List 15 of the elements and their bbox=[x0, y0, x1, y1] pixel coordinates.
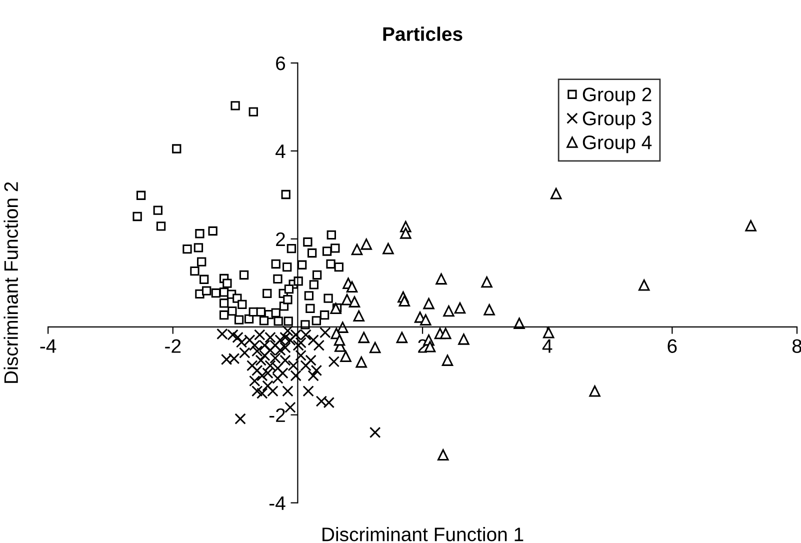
x-tick-label: 4 bbox=[542, 339, 552, 353]
chart-title: Particles bbox=[383, 26, 462, 41]
y-tick-label: 6 bbox=[276, 56, 286, 70]
x-axis-title: Discriminant Function 1 bbox=[322, 527, 524, 542]
legend-label: Group 3 bbox=[582, 112, 652, 130]
x-tick-label: -4 bbox=[40, 339, 56, 353]
y-tick-label: -4 bbox=[269, 496, 286, 510]
legend-label: Group 2 bbox=[582, 88, 652, 106]
x-tick-label: 6 bbox=[668, 339, 677, 353]
y-tick-label: 4 bbox=[276, 144, 286, 158]
x-tick-label: -2 bbox=[165, 339, 181, 353]
y-tick-label: 2 bbox=[276, 232, 285, 246]
y-tick-label: -2 bbox=[269, 408, 285, 422]
legend-label: Group 4 bbox=[582, 136, 652, 154]
y-axis-title: Discriminant Function 2 bbox=[4, 182, 18, 383]
